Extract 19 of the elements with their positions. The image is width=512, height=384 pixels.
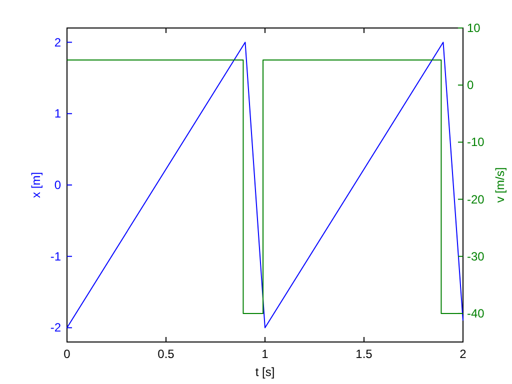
- y2-tick-label: -10: [467, 135, 485, 150]
- y-tick-label: -2: [50, 320, 62, 335]
- y-tick-label: 0: [54, 178, 62, 192]
- y-tick-label: -1: [50, 249, 62, 264]
- x-tick-label: 0: [64, 347, 71, 361]
- y2-tick-label: 0: [467, 78, 474, 92]
- x-tick-label: 1: [262, 347, 269, 361]
- y-tick-label: 2: [54, 35, 62, 50]
- y2-tick-label: -20: [467, 192, 485, 206]
- y2-axis-title: v [m/s]: [493, 167, 507, 203]
- x-axis-title: t [s]: [255, 365, 275, 379]
- x-tick-label: 2: [460, 347, 467, 361]
- y-axis-title: x [m]: [29, 172, 43, 198]
- x-tick-label: 0.5: [158, 347, 175, 361]
- y2-tick-label: 10: [467, 21, 481, 35]
- y2-tick-label: -30: [467, 249, 485, 264]
- y2-tick-label: -40: [467, 306, 485, 320]
- x-tick-label: 1.5: [356, 347, 373, 361]
- y-tick-label: 1: [54, 106, 62, 121]
